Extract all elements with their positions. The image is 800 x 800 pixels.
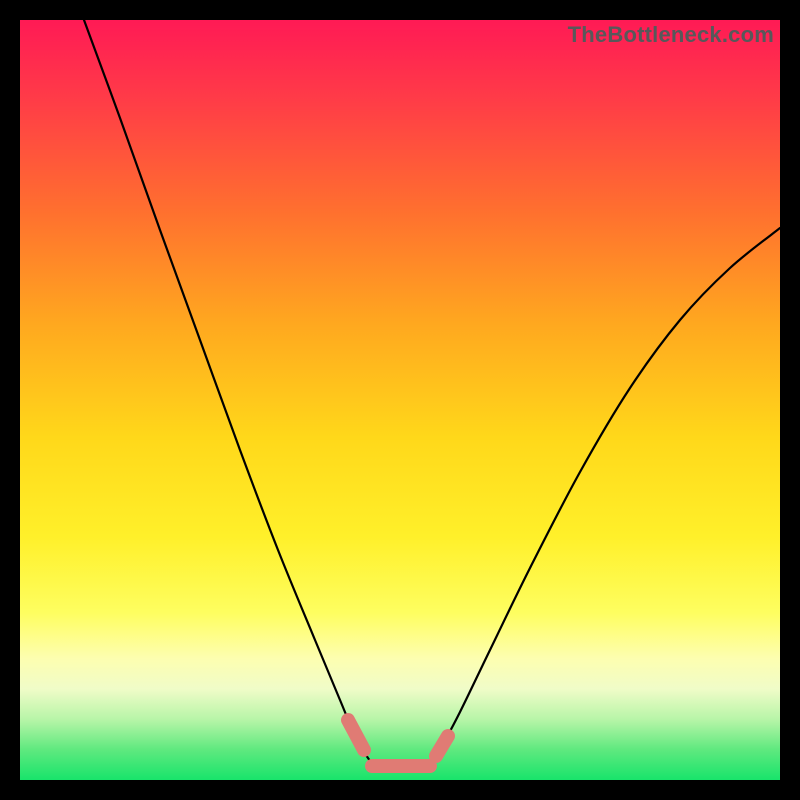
- highlight-segment: [436, 736, 448, 756]
- stage: TheBottleneck.com: [0, 0, 800, 800]
- watermark-text: TheBottleneck.com: [568, 22, 774, 48]
- highlight-markers: [348, 720, 448, 766]
- plot-area: [20, 20, 780, 780]
- bottleneck-curve: [84, 20, 780, 769]
- highlight-segment: [348, 720, 364, 750]
- curves-layer: [20, 20, 780, 780]
